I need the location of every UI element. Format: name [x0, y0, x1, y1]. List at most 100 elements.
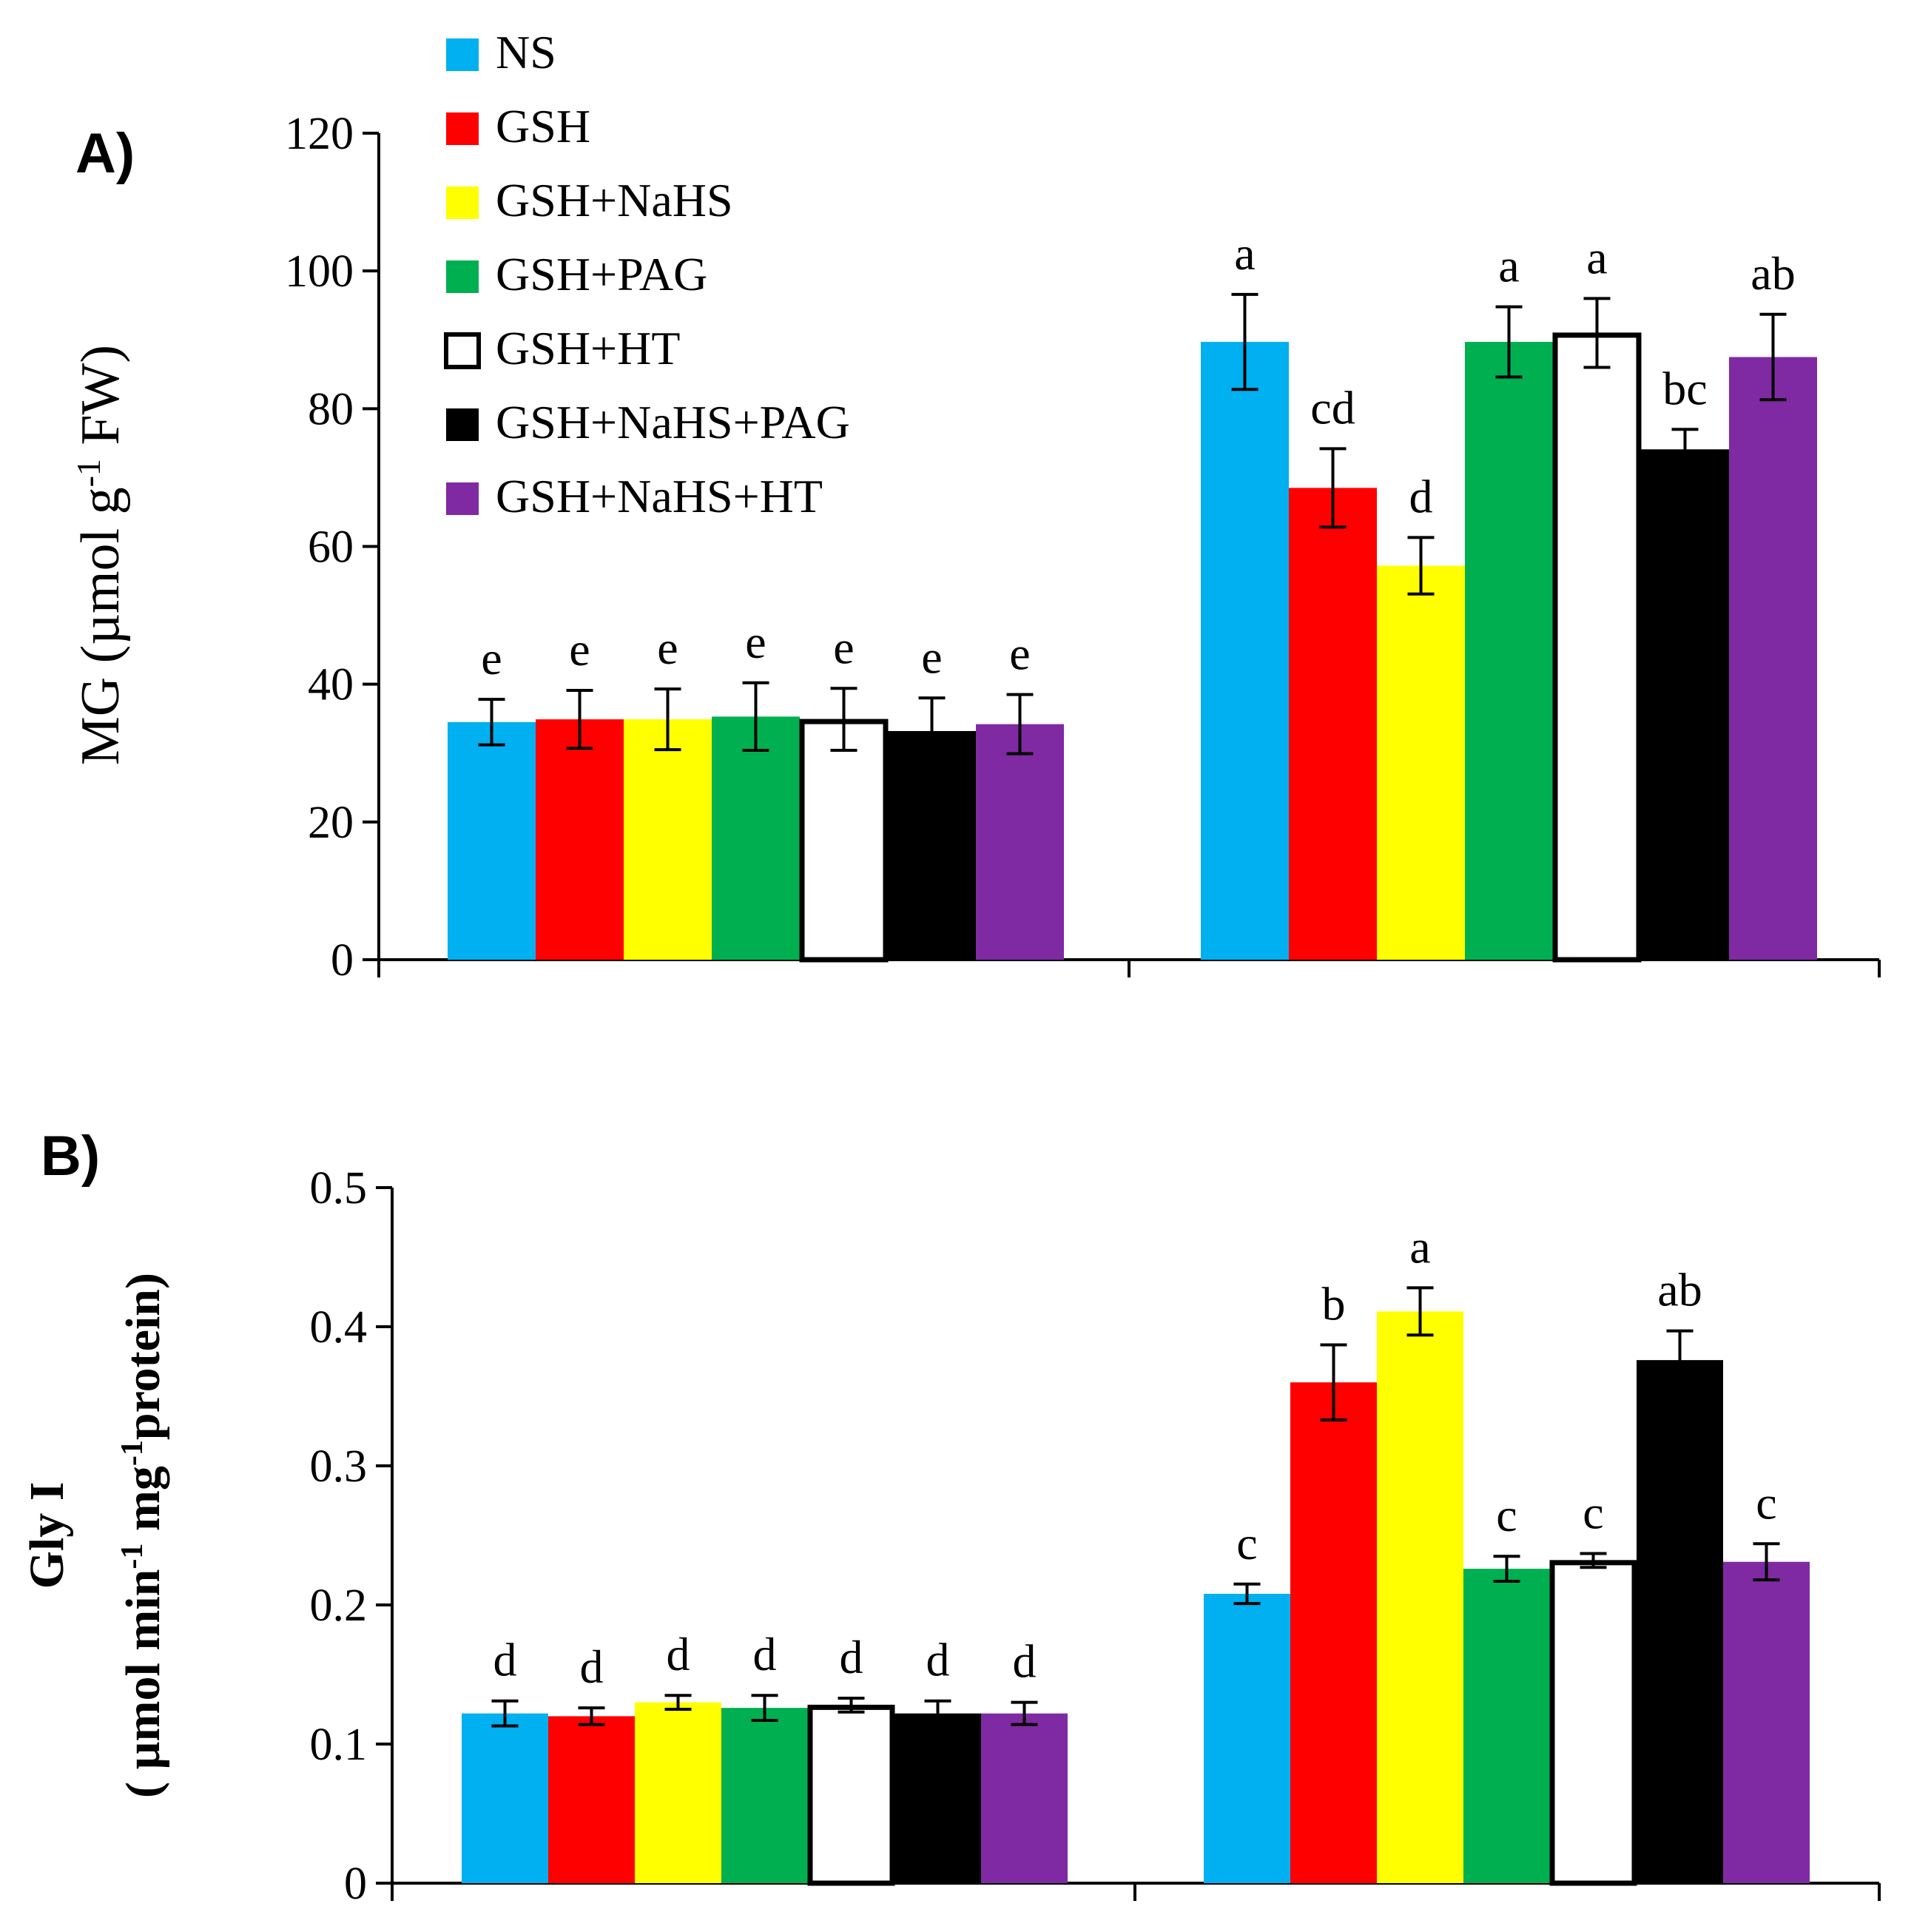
y-axis-title-sup: -1: [70, 459, 107, 487]
significance-letter: e: [833, 621, 854, 673]
bar: [448, 721, 536, 960]
y-axis-title-part: MG (µmol g: [70, 487, 131, 765]
significance-letter: d: [667, 1628, 690, 1680]
legend-label: NS: [496, 26, 556, 78]
y-axis-title-part: protein): [116, 1273, 170, 1440]
significance-letter: d: [926, 1634, 950, 1686]
legend-swatch: [446, 38, 479, 71]
bar: [1552, 332, 1642, 963]
significance-letter: ab: [1750, 247, 1795, 300]
significance-letter: e: [657, 622, 678, 674]
y-axis-title-part: FW): [70, 345, 131, 459]
legend-label: GSH+NaHS+PAG: [496, 396, 850, 448]
bar: [1637, 1360, 1723, 1883]
legend-swatch: [446, 112, 479, 145]
significance-letter: d: [1409, 470, 1433, 522]
panel-label: A): [75, 122, 135, 185]
significance-letter: a: [1234, 227, 1255, 280]
legend-label: GSH+NaHS: [496, 174, 733, 226]
bar: [799, 718, 889, 963]
legend-swatch: [446, 482, 479, 515]
y-tick-label: 0.2: [310, 1581, 368, 1631]
bar: [624, 719, 712, 960]
y-tick-label: 120: [285, 109, 354, 159]
bar: [1377, 565, 1465, 960]
significance-letter: a: [1498, 240, 1519, 292]
legend-label: GSH+PAG: [496, 248, 707, 300]
bar: [1463, 1569, 1550, 1883]
bar: [1723, 1561, 1810, 1883]
significance-letter: c: [1756, 1476, 1776, 1529]
bar: [1549, 1560, 1637, 1886]
significance-letter: e: [921, 630, 942, 683]
bar: [1290, 1382, 1377, 1883]
bar: [981, 1713, 1068, 1883]
legend-swatch: [446, 186, 479, 219]
significance-letter: d: [840, 1631, 863, 1683]
y-tick-label: 60: [308, 522, 354, 573]
y-axis-title-part: mg: [116, 1466, 170, 1543]
significance-letter: e: [745, 616, 766, 668]
bar: [1729, 357, 1817, 960]
bar: [894, 1713, 981, 1883]
y-tick-label: 80: [308, 384, 354, 434]
bar: [712, 716, 800, 960]
y-tick-label: 0.1: [310, 1720, 368, 1770]
y-tick-label: 0.4: [310, 1302, 368, 1353]
y-tick-label: 100: [285, 246, 354, 297]
significance-letter: d: [1013, 1635, 1037, 1688]
legend: NS GSH GSH+NaHS GSH+PAG GSH+HT GSH+NaHS+PAG GS…: [444, 26, 850, 522]
significance-letter: b: [1322, 1277, 1346, 1330]
legend-label: GSH: [496, 100, 590, 152]
panel-a-mg-chart: A) 0 20 40 60 80 100 120 e a e cd e d e a e a e bc e ab MG (µm…: [70, 109, 1881, 986]
y-axis-title-sup: -1: [115, 1440, 149, 1466]
bar: [462, 1713, 548, 1883]
significance-letter: a: [1586, 231, 1607, 283]
bar: [548, 1716, 635, 1883]
panel-label: B): [41, 1125, 100, 1188]
bar: [888, 730, 976, 960]
legend-label: GSH+NaHS+HT: [496, 470, 823, 522]
significance-letter: a: [1409, 1220, 1430, 1273]
significance-letter: d: [753, 1628, 777, 1680]
legend-swatch: [446, 260, 479, 293]
significance-letter: c: [1236, 1517, 1257, 1569]
significance-letter: bc: [1662, 362, 1707, 414]
y-tick-label: 20: [308, 798, 354, 848]
significance-letter: c: [1583, 1486, 1603, 1538]
panel-b-gly-i-chart: B) 0 0.1 0.2 0.3 0.4 0.5 d c d b d a d c d c d ab d c Gly I ( …: [20, 1125, 1881, 1909]
bar: [536, 719, 624, 960]
legend-swatch: [444, 332, 481, 369]
bar: [1289, 488, 1377, 960]
y-tick-label: 0.5: [310, 1163, 368, 1214]
bar: [1377, 1311, 1463, 1883]
bar: [1641, 449, 1729, 960]
bar: [1204, 1593, 1290, 1883]
significance-letter: cd: [1310, 381, 1355, 434]
y-tick-label: 0.3: [310, 1441, 368, 1492]
legend-swatch: [446, 408, 479, 441]
y-axis-title-sup: -1: [115, 1544, 149, 1569]
significance-letter: e: [481, 632, 502, 684]
bar: [635, 1702, 721, 1883]
y-tick-label: 0: [344, 1859, 367, 1909]
bar: [721, 1708, 808, 1883]
y-axis-title: MG (µmol g-1 FW): [70, 345, 132, 765]
y-tick-label: 40: [308, 660, 354, 710]
y-tick-label: 0: [331, 935, 354, 986]
y-axis-title-line2: ( µmol min-1 mg-1protein): [115, 1273, 170, 1798]
bar: [976, 724, 1064, 960]
bar: [1465, 342, 1553, 960]
significance-letter: e: [569, 623, 590, 676]
significance-letter: ab: [1657, 1264, 1702, 1316]
legend-label: GSH+HT: [496, 322, 680, 374]
significance-letter: d: [493, 1634, 517, 1686]
significance-letter: c: [1496, 1489, 1517, 1541]
significance-letter: d: [580, 1640, 604, 1693]
y-axis-title-part: ( µmol min: [116, 1569, 170, 1798]
significance-letter: e: [1009, 627, 1030, 680]
bar: [1201, 342, 1289, 960]
bar: [807, 1704, 895, 1886]
y-axis-title-line1: Gly I: [20, 1482, 74, 1589]
